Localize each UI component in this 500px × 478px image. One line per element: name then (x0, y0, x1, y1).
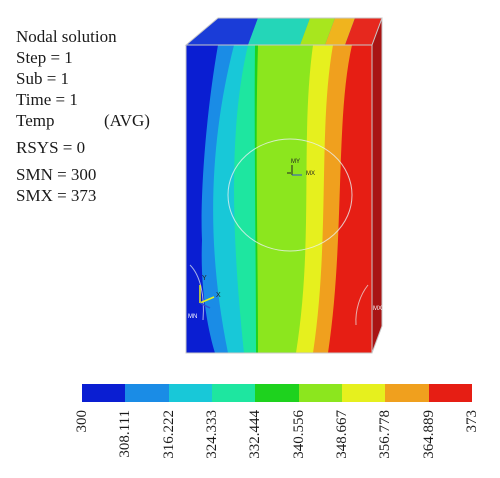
right-side-face (372, 18, 382, 353)
coordinate-triad: Y X (199, 275, 221, 309)
temp-label: Temp (16, 111, 55, 130)
smx-label: SMX = 373 (16, 186, 97, 205)
model-edges (184, 17, 383, 354)
legend-color-cell (255, 384, 300, 402)
max-marker: MY MX (287, 159, 315, 177)
legend-tick-label: 316.222 (160, 410, 177, 459)
step-label: Step = 1 (16, 48, 73, 67)
marker-my: MY (291, 159, 300, 165)
rsys-label: RSYS = 0 (16, 138, 86, 157)
legend-tick-label: 324.333 (204, 410, 220, 459)
marker-mx: MX (306, 171, 315, 177)
triad-y-label: Y (202, 275, 207, 282)
legend-color-cell (168, 384, 213, 402)
contour-bands (186, 45, 372, 353)
top-face-left (186, 18, 258, 45)
legend-tick-label: 332.444 (247, 410, 264, 459)
temperature-contour-model: MY MX Y X MN MX (184, 17, 383, 354)
legend-tick-label: 356.778 (377, 410, 394, 459)
corner-max-marker: MX (373, 306, 382, 312)
legend-tick-label: 308.111 (117, 410, 134, 458)
contour-line-right (355, 284, 369, 326)
legend-color-cell (82, 384, 126, 402)
smn-label: SMN = 300 (16, 165, 97, 184)
min-marker: MN (188, 314, 197, 320)
color-legend (82, 384, 473, 402)
legend-tick-label: 364.889 (420, 410, 437, 459)
top-face-yellowgreen (300, 18, 335, 45)
legend-color-cell (125, 384, 170, 402)
legend-tick-label: 373 (464, 410, 480, 433)
triad-x-label: X (216, 292, 221, 299)
legend-color-cell (298, 384, 343, 402)
time-label: Time = 1 (16, 90, 78, 109)
legend-tick-label: 340.556 (290, 410, 307, 459)
contour-ellipse (227, 138, 353, 252)
legend-tick-label: 300 (74, 410, 90, 433)
legend-color-cell (385, 384, 430, 402)
legend-tick-label: 348.667 (334, 410, 350, 459)
avg-label: (AVG) (104, 111, 150, 130)
contour-line-left (189, 264, 204, 321)
sub-label: Sub = 1 (16, 69, 70, 88)
legend-color-cell (428, 384, 473, 402)
band-1 (186, 45, 218, 353)
top-face-mid (248, 18, 310, 45)
temp-row: Temp (AVG) (16, 110, 186, 131)
legend-color-cell (212, 384, 256, 402)
solution-title: Nodal solution (16, 27, 117, 46)
legend-color-cell (342, 384, 386, 402)
top-face-red (345, 18, 382, 45)
solution-info-panel: Nodal solution Step = 1 Sub = 1 Time = 1… (16, 26, 186, 206)
